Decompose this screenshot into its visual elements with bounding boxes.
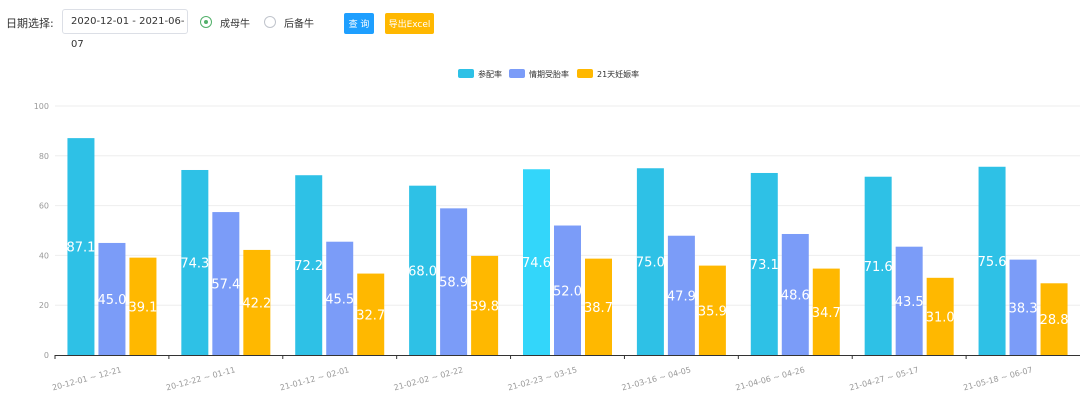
bar-value-label: 35.9: [698, 304, 727, 319]
bar-value-label: 39.8: [470, 299, 499, 314]
bar-value-label: 52.0: [553, 284, 582, 299]
bar-value-label: 87.1: [66, 241, 95, 256]
bar[interactable]: [181, 169, 209, 355]
x-tick-label: 21-01-12 ~ 02-01: [279, 365, 350, 392]
x-tick-label: 21-05-18 ~ 06-07: [962, 365, 1033, 392]
legend-item[interactable]: 情期受胎率: [509, 69, 569, 79]
radio-heifer[interactable]: 后备牛: [264, 14, 314, 30]
bar-chart: 87.1 45.0 39.1 74.357.442.2 72.2 45.532.7 68.0…: [34, 69, 1080, 392]
bar-value-label: 38.7: [584, 301, 613, 316]
bar[interactable]: [326, 241, 354, 355]
bar[interactable]: [357, 273, 385, 355]
legend[interactable]: 参配率 情期受胎率 21天妊娠率: [458, 69, 639, 79]
x-tick-label: 21-04-06 ~ 04-26: [735, 365, 806, 392]
bar-value-label: 58.9: [439, 276, 468, 291]
bar-value-label: 43.5: [895, 295, 924, 310]
x-tick-label: 21-04-27 ~ 05-17: [848, 365, 919, 392]
y-tick-label: 40: [39, 251, 49, 260]
bar-value-label: 72.2: [294, 259, 323, 274]
x-tick-label: 20-12-01 ~ 12-21: [51, 365, 122, 392]
bar[interactable]: [781, 233, 809, 355]
bar[interactable]: [636, 168, 664, 355]
date-label: 日期选择:: [6, 17, 54, 30]
bar-value-label: 71.6: [864, 260, 893, 275]
legend-swatch: [458, 69, 474, 78]
bar-value-label: 47.9: [667, 289, 696, 304]
legend-label: 参配率: [478, 69, 502, 79]
query-button[interactable]: 查 询: [344, 13, 374, 34]
bar-value-label: 68.0: [408, 264, 437, 279]
bar[interactable]: [895, 246, 923, 355]
bar[interactable]: [243, 249, 271, 355]
bar-value-label: 57.4: [211, 278, 240, 293]
bar-value-label: 45.0: [97, 293, 126, 308]
bar-value-label: 75.6: [978, 255, 1007, 270]
bar-value-label: 74.6: [522, 256, 551, 271]
bar[interactable]: [698, 265, 726, 355]
bar[interactable]: [67, 138, 95, 355]
x-tick-label: 21-02-23 ~ 03-15: [507, 365, 578, 392]
bar[interactable]: [98, 242, 126, 355]
bar-value-label: 32.7: [356, 308, 385, 323]
x-tick-label: 21-03-16 ~ 04-05: [621, 365, 692, 392]
y-tick-label: 80: [39, 152, 49, 161]
legend-item[interactable]: 21天妊娠率: [577, 69, 639, 79]
bar[interactable]: [1009, 259, 1037, 355]
bar[interactable]: [471, 255, 499, 355]
bar-value-label: 38.3: [1009, 301, 1038, 316]
bar[interactable]: [812, 268, 840, 355]
y-tick-label: 60: [39, 202, 49, 211]
bar-value-label: 75.0: [636, 256, 665, 271]
bar-value-label: 39.1: [128, 300, 157, 315]
radio-checked-icon: [200, 16, 212, 28]
bar[interactable]: [554, 225, 581, 355]
legend-swatch: [509, 69, 525, 78]
bar[interactable]: [864, 176, 892, 355]
bar[interactable]: [523, 169, 550, 355]
y-tick-label: 100: [34, 102, 49, 111]
export-excel-button[interactable]: 导出Excel: [385, 13, 434, 34]
bar-value-label: 42.2: [242, 296, 271, 311]
bar[interactable]: [440, 208, 468, 355]
bar[interactable]: [129, 257, 157, 355]
date-range-input[interactable]: 2020-12-01 - 2021-06-07: [62, 9, 188, 50]
legend-item[interactable]: 参配率: [458, 69, 502, 79]
bar-value-label: 73.1: [750, 258, 779, 273]
bar-value-label: 48.6: [781, 288, 810, 303]
legend-swatch: [577, 69, 593, 78]
bar-value-label: 31.0: [926, 310, 955, 325]
x-tick-label: 20-12-22 ~ 01-11: [165, 365, 236, 392]
data-labels: 87.1 45.0 39.1 74.357.442.2 72.2 45.532.7 68.0…: [66, 241, 1068, 329]
legend-label: 21天妊娠率: [597, 69, 639, 79]
bar[interactable]: [1040, 283, 1068, 355]
bar[interactable]: [212, 212, 240, 355]
toolbar: 日期选择: 2020-12-01 - 2021-06-07 成母牛 后备牛 查 …: [0, 0, 1080, 50]
y-tick-label: 20: [39, 301, 49, 310]
bar[interactable]: [750, 172, 778, 355]
bar[interactable]: [667, 235, 695, 355]
radio-heifer-label: 后备牛: [284, 18, 314, 30]
bar-value-label: 28.8: [1040, 313, 1069, 328]
x-tick-label: 21-02-02 ~ 02-22: [393, 365, 464, 392]
radio-unchecked-icon: [264, 16, 276, 28]
bar-value-label: 45.5: [325, 292, 354, 307]
bars: [67, 138, 1068, 355]
bar-value-label: 34.7: [812, 306, 841, 321]
bar[interactable]: [926, 277, 954, 355]
y-tick-label: 0: [44, 351, 49, 360]
bar[interactable]: [295, 175, 323, 355]
bar-value-label: 74.3: [180, 256, 209, 271]
radio-adult-cow-label: 成母牛: [220, 18, 250, 30]
bar[interactable]: [409, 185, 437, 355]
radio-adult-cow[interactable]: 成母牛: [200, 14, 250, 30]
legend-label: 情期受胎率: [529, 69, 569, 79]
bar[interactable]: [585, 258, 612, 355]
bar[interactable]: [978, 166, 1006, 355]
